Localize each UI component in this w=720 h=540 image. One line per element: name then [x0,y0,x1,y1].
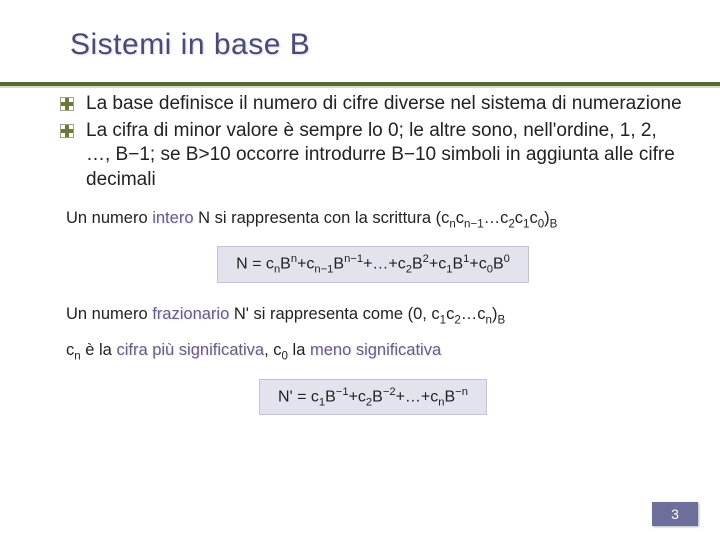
formula-frazionario: N' = c1B−1+c2B−2+…+cnB−n [259,379,487,416]
formula-wrap: N' = c1B−1+c2B−2+…+cnB−n [60,365,686,430]
text: è la [81,341,117,359]
subscript: n−1 [464,218,484,230]
subscript: 2 [454,314,460,326]
page-title: Sistemi in base B [70,28,720,62]
text: Un numero [66,305,152,323]
content-area: La base definisce il numero di cifre div… [0,62,720,429]
text: , c [264,341,281,359]
subscript: 0 [538,218,544,230]
bullet-item: La base definisce il numero di cifre div… [60,92,686,117]
formula-intero: N = cnBn+cn−1Bn−1+…+c2B2+c1B1+c0B0 [217,246,529,283]
bullet-icon [60,97,74,111]
bullet-text: La base definisce il numero di cifre div… [86,92,682,117]
subscript: 1 [440,314,446,326]
subscript: 1 [523,218,529,230]
title-underline-shadow [0,86,720,88]
keyword-meno-significativa: meno significativa [310,341,441,359]
bullet-item: La cifra di minor valore è sempre lo 0; … [60,119,686,193]
subscript: B [550,218,558,230]
subscript: 2 [508,218,514,230]
text: c [66,341,74,359]
text: la [288,341,310,359]
note-intero: Un numero intero N si rappresenta con la… [66,207,686,232]
text: N si rappresenta con la scrittura (c [194,209,450,227]
formula-wrap: N = cnBn+cn−1Bn−1+…+c2B2+c1B1+c0B0 [60,232,686,297]
text: N' si rappresenta come (0, c [229,305,439,323]
keyword-frazionario: frazionario [152,305,229,323]
note-cifra: cn è la cifra più significativa, c0 la m… [66,339,686,365]
subscript: n [486,314,492,326]
bullet-text: La cifra di minor valore è sempre lo 0; … [86,119,686,193]
subscript: n [449,218,455,230]
text: Un numero [66,209,152,227]
keyword-piu-significativa: cifra più significativa [116,341,264,359]
page-number: 3 [652,502,698,526]
slide: Sistemi in base B La base definisce il n… [0,0,720,540]
note-frazionario: Un numero frazionario N' si rappresenta … [66,303,686,329]
subscript: B [497,314,505,326]
bullet-icon [60,124,74,138]
keyword-intero: intero [152,209,193,227]
title-area: Sistemi in base B [0,0,720,62]
